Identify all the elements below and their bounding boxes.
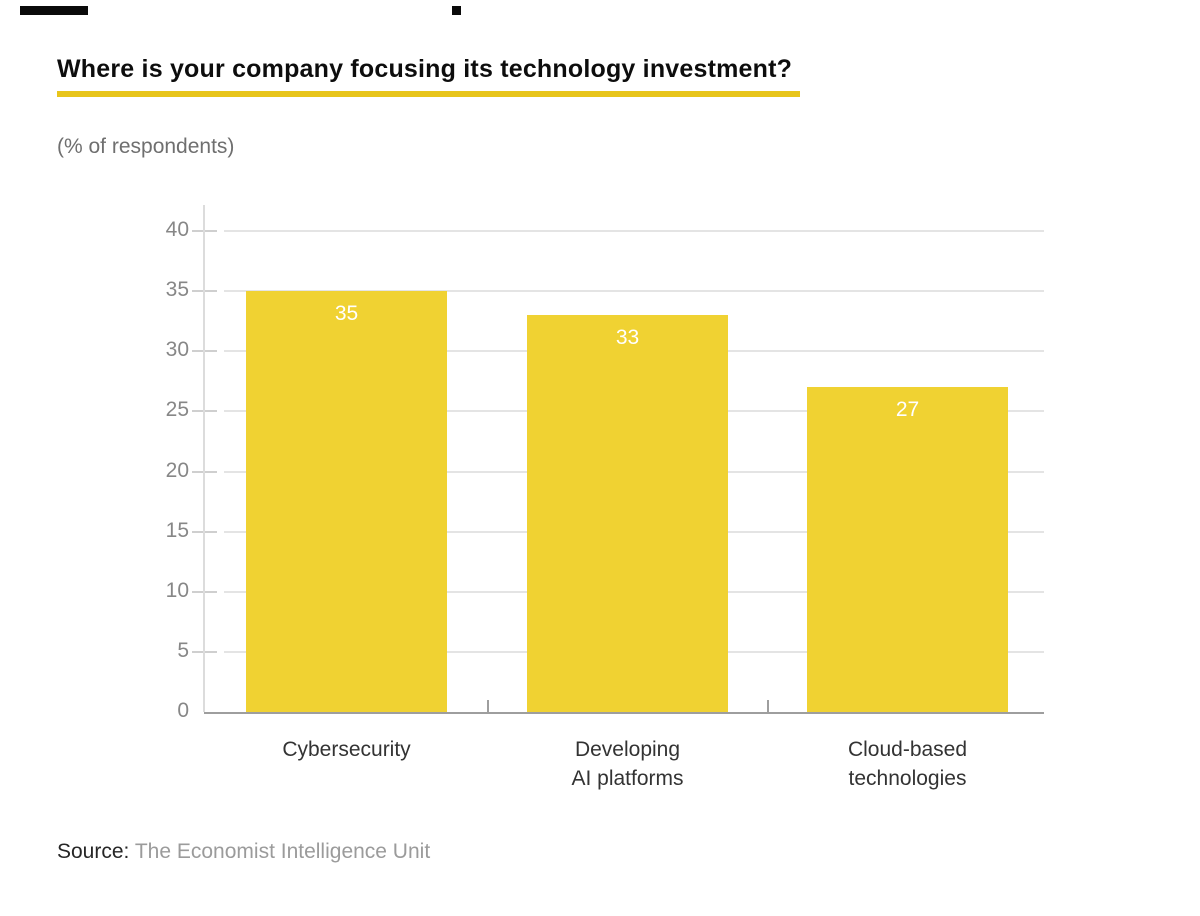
y-axis-label-35: 35 [165,278,189,302]
category-divider-tick-2 [767,700,769,712]
y-axis-label-5: 5 [177,638,189,662]
category-label-line: Developing [574,738,681,761]
y-axis-line [203,205,205,712]
title-underline [57,91,800,97]
source-text: The Economist Intelligence Unit [134,840,431,863]
category-label-line: Cloud-based [847,738,968,761]
category-label-line: Cybersecurity [282,738,411,761]
category-divider-tick-1 [487,700,489,712]
chart-subtitle: (% of respondents) [57,135,235,158]
category-label-line: technologies [848,767,967,790]
y-axis-label-25: 25 [165,398,189,422]
source-prefix-label: Source: [57,840,130,863]
bar-value-label-2: 33 [615,326,640,350]
y-axis-label-15: 15 [165,518,189,542]
category-label-1: Cybersecurity [196,735,497,764]
category-label-line: AI platforms [571,767,684,790]
chart-title: Where is your company focusing its techn… [57,55,793,83]
y-axis-label-10: 10 [165,578,189,602]
y-axis-label-0: 0 [177,699,189,722]
category-label-2: Developing AI platforms [477,735,778,793]
bar-3 [807,387,1008,712]
economist-decor-bar [20,6,88,15]
y-axis-label-30: 30 [165,338,189,362]
y-axis-label-20: 20 [165,458,189,482]
source-line: Source: The Economist Intelligence Unit [57,840,430,864]
economist-decor-square [452,6,461,15]
bar-1 [246,291,447,712]
gridline-35 [224,290,1044,293]
gridline-40 [224,230,1044,232]
bar-value-label-3: 27 [895,398,920,422]
x-axis-line [204,712,1044,714]
category-label-3: Cloud-based technologies [757,735,1058,793]
bar-2 [527,315,728,712]
y-axis-label-40: 40 [165,218,189,241]
bar-value-label-1: 35 [334,302,359,326]
